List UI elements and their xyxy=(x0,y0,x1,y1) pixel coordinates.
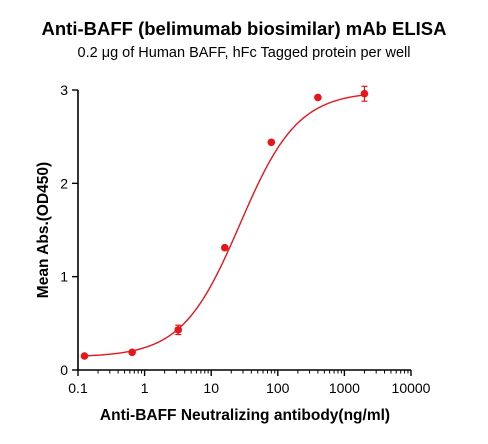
data-point xyxy=(128,348,136,357)
x-tick-label: 10000 xyxy=(392,380,431,396)
x-tick-label: 1 xyxy=(141,380,149,396)
chart-subtitle: 0.2 μg of Human BAFF, hFc Tagged protein… xyxy=(77,45,411,61)
data-point xyxy=(314,93,322,102)
axes: 0.1 1 10 100 1000 10000 0 1 2 3 xyxy=(60,82,430,396)
data-point xyxy=(220,243,229,252)
chart-title: Anti-BAFF (belimumab biosimilar) mAb ELI… xyxy=(41,18,447,39)
y-axis-label: Mean Abs.(OD450) xyxy=(35,162,52,298)
y-tick-label: 1 xyxy=(60,269,68,285)
x-tick-label: 100 xyxy=(266,380,290,396)
x-axis-label: Anti-BAFF Neutralizing antibody(ng/ml) xyxy=(100,407,390,424)
data-point xyxy=(80,352,89,360)
data-point xyxy=(267,138,276,147)
data-point xyxy=(360,89,369,98)
data-point xyxy=(174,326,183,334)
y-tick-label: 3 xyxy=(60,82,68,98)
x-tick-label: 0.1 xyxy=(68,380,88,396)
fit-curve-layer xyxy=(84,94,365,357)
x-tick-label: 10 xyxy=(203,380,219,396)
x-tick-label: 1000 xyxy=(329,380,360,396)
y-tick-label: 0 xyxy=(60,362,68,378)
fit-curve xyxy=(84,94,365,357)
data-points-layer xyxy=(80,85,369,360)
y-tick-label: 2 xyxy=(60,175,68,191)
